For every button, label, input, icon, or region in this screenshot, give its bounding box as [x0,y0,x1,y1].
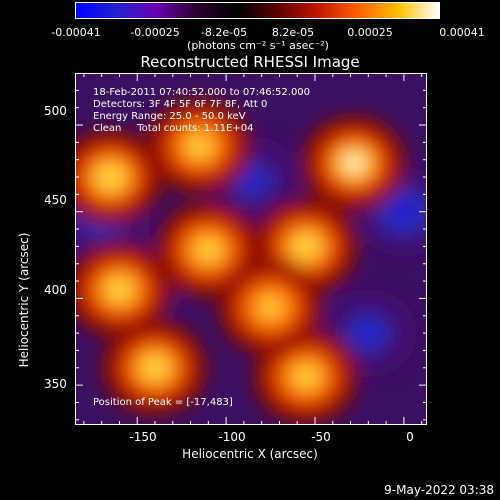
y-tick-label: 350 [44,377,67,391]
timestamp: 9-May-2022 03:38 [384,483,494,497]
x-tick-label: -50 [311,430,331,444]
colorbar-tick: 0.00041 [439,26,485,39]
bright-region [259,296,283,318]
bright-region [292,364,320,389]
peak-position-label: Position of Peak = [-17,483] [93,397,233,408]
colorbar-tick: 8.2e-05 [271,26,315,39]
plot-frame [75,73,427,425]
dark-region [246,174,260,187]
colorbar-tick: 0.00025 [347,26,393,39]
bright-region [93,161,128,193]
colorbar [75,2,440,19]
bright-region [194,237,223,263]
clean-counts-label: Clean Total counts: 1.11E+04 [93,123,254,134]
detectors-label: Detectors: 3F 4F 5F 6F 7F 8F, Att 0 [93,99,268,110]
y-tick-label: 500 [44,104,67,118]
x-tick-label: 0 [406,430,414,444]
bright-region [104,276,135,304]
bright-region [347,157,361,170]
bright-region [139,353,171,383]
colorbar-tick: -8.2e-05 [200,26,248,39]
colorbar-unit: (photons cm⁻² s⁻¹ asec⁻²) [187,39,329,52]
y-tick-label: 400 [44,283,67,297]
energy-range-label: Energy Range: 25.0 - 50.0 keV [93,111,246,122]
bright-region [290,232,322,261]
chart-title: Reconstructed RHESSI Image [140,53,360,71]
colorbar-tick: -0.00025 [130,26,180,39]
x-axis-label: Heliocentric X (arcsec) [182,447,318,461]
bright-region [186,133,213,159]
colorbar-tick: -0.00041 [51,26,101,39]
y-axis-label: Heliocentric Y (arcsec) [17,232,31,368]
heatmap-plot [75,73,427,425]
dark-region [394,203,413,220]
dark-region [361,326,376,340]
time-range-label: 18-Feb-2011 07:40:52.000 to 07:46:52.000 [93,87,311,98]
x-tick-label: -150 [129,430,157,444]
y-tick-label: 450 [44,193,67,207]
x-tick-label: -100 [218,430,246,444]
